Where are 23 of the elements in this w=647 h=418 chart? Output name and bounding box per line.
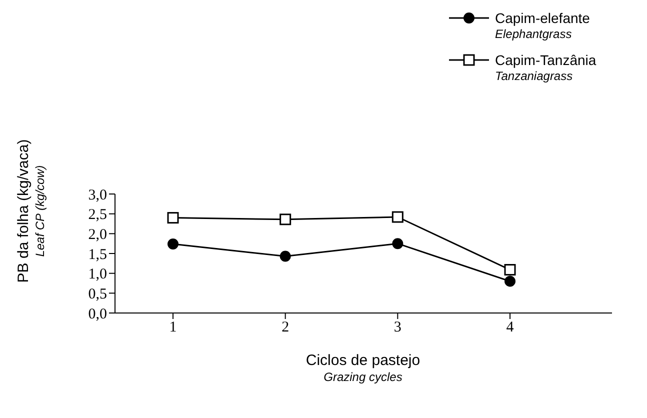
x-tick-label: 3 [394, 320, 402, 336]
point [280, 214, 292, 226]
y-tick-label: 2,5 [88, 207, 107, 224]
y-tick-label: 3,0 [88, 187, 107, 204]
legend-label: Capim-elefante Elephantgrass [495, 10, 590, 42]
legend-label: Capim-Tanzânia Tanzaniagrass [495, 52, 596, 84]
y-tick-label: 0,0 [88, 306, 107, 322]
x-axis-title: Ciclos de pastejo Grazing cycles [306, 352, 420, 384]
point [504, 276, 516, 287]
y-tick-label: 2,0 [88, 226, 107, 243]
y-tick-label: 0,5 [88, 286, 107, 302]
point [168, 238, 178, 250]
point [280, 250, 291, 262]
y-tick-label: 1,0 [88, 266, 107, 283]
x-tick-label: 2 [282, 320, 290, 336]
point [504, 264, 516, 276]
x-tick-label: 1 [169, 320, 177, 336]
point [167, 212, 179, 224]
point [392, 238, 404, 250]
x-tick-label: 4 [506, 320, 514, 336]
point [392, 211, 404, 223]
y-tick-label: 1,5 [88, 246, 107, 263]
y-axis-title: PB da folha (kg/vaca) Leaf CP (kg/cow) [15, 139, 47, 283]
